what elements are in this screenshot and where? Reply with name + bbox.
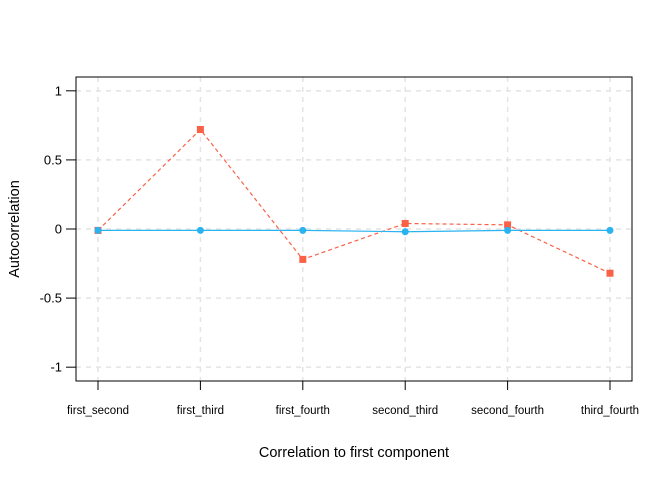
x-category-label: first_second bbox=[67, 405, 129, 417]
x-category-label: third_fourth bbox=[581, 405, 639, 417]
y-tick-label: -0.5 bbox=[40, 291, 62, 306]
red-dashed-series-marker bbox=[504, 221, 512, 229]
red-dashed-series-marker bbox=[606, 269, 614, 277]
y-tick-label: 1 bbox=[55, 83, 62, 98]
red-dashed-series-line bbox=[97, 128, 611, 274]
blue-solid-series-marker bbox=[401, 228, 409, 236]
blue-solid-series-marker bbox=[299, 226, 307, 234]
blue-solid-series-marker bbox=[196, 226, 204, 234]
y-tick-label: 0 bbox=[55, 222, 62, 237]
series-layer bbox=[94, 126, 614, 277]
x-category-label: first_third bbox=[177, 405, 224, 417]
x-category-label: second_third bbox=[372, 405, 438, 417]
plot-border bbox=[75, 76, 633, 382]
x-category-label: first_fourth bbox=[276, 405, 330, 417]
blue-solid-series-marker bbox=[606, 226, 614, 234]
red-dashed-series-marker bbox=[401, 219, 409, 227]
x-axis-label: Correlation to first component bbox=[259, 445, 449, 461]
x-category-label: second_fourth bbox=[471, 405, 544, 417]
grid-layer bbox=[76, 77, 632, 381]
blue-solid-series-marker bbox=[504, 226, 512, 234]
y-tick-label: -1 bbox=[50, 360, 62, 375]
red-dashed-series-marker bbox=[299, 255, 307, 263]
blue-solid-series-line bbox=[98, 229, 610, 233]
y-tick-label: 0.5 bbox=[44, 152, 62, 167]
axis-tick-layer: 1 0.5 0 -0.5 -1 first_second first_third first_… bbox=[40, 83, 640, 417]
blue-solid-series-marker bbox=[94, 226, 102, 234]
y-axis-label: Autocorrelation bbox=[7, 180, 23, 278]
red-dashed-series-marker bbox=[196, 126, 204, 134]
